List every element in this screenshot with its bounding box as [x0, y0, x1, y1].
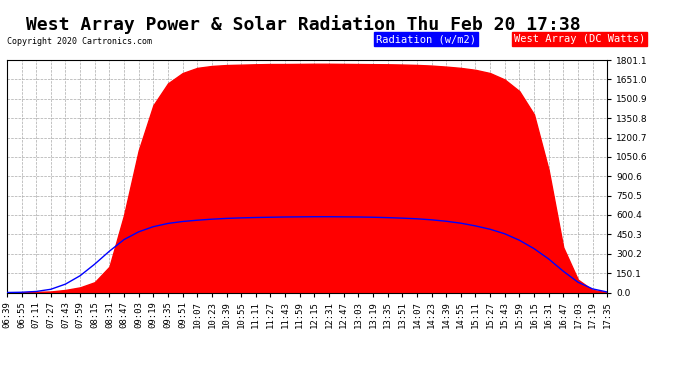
Text: West Array Power & Solar Radiation Thu Feb 20 17:38: West Array Power & Solar Radiation Thu F…	[26, 15, 581, 34]
Text: Radiation (w/m2): Radiation (w/m2)	[376, 34, 476, 44]
Text: West Array (DC Watts): West Array (DC Watts)	[514, 34, 645, 44]
Text: Copyright 2020 Cartronics.com: Copyright 2020 Cartronics.com	[7, 38, 152, 46]
